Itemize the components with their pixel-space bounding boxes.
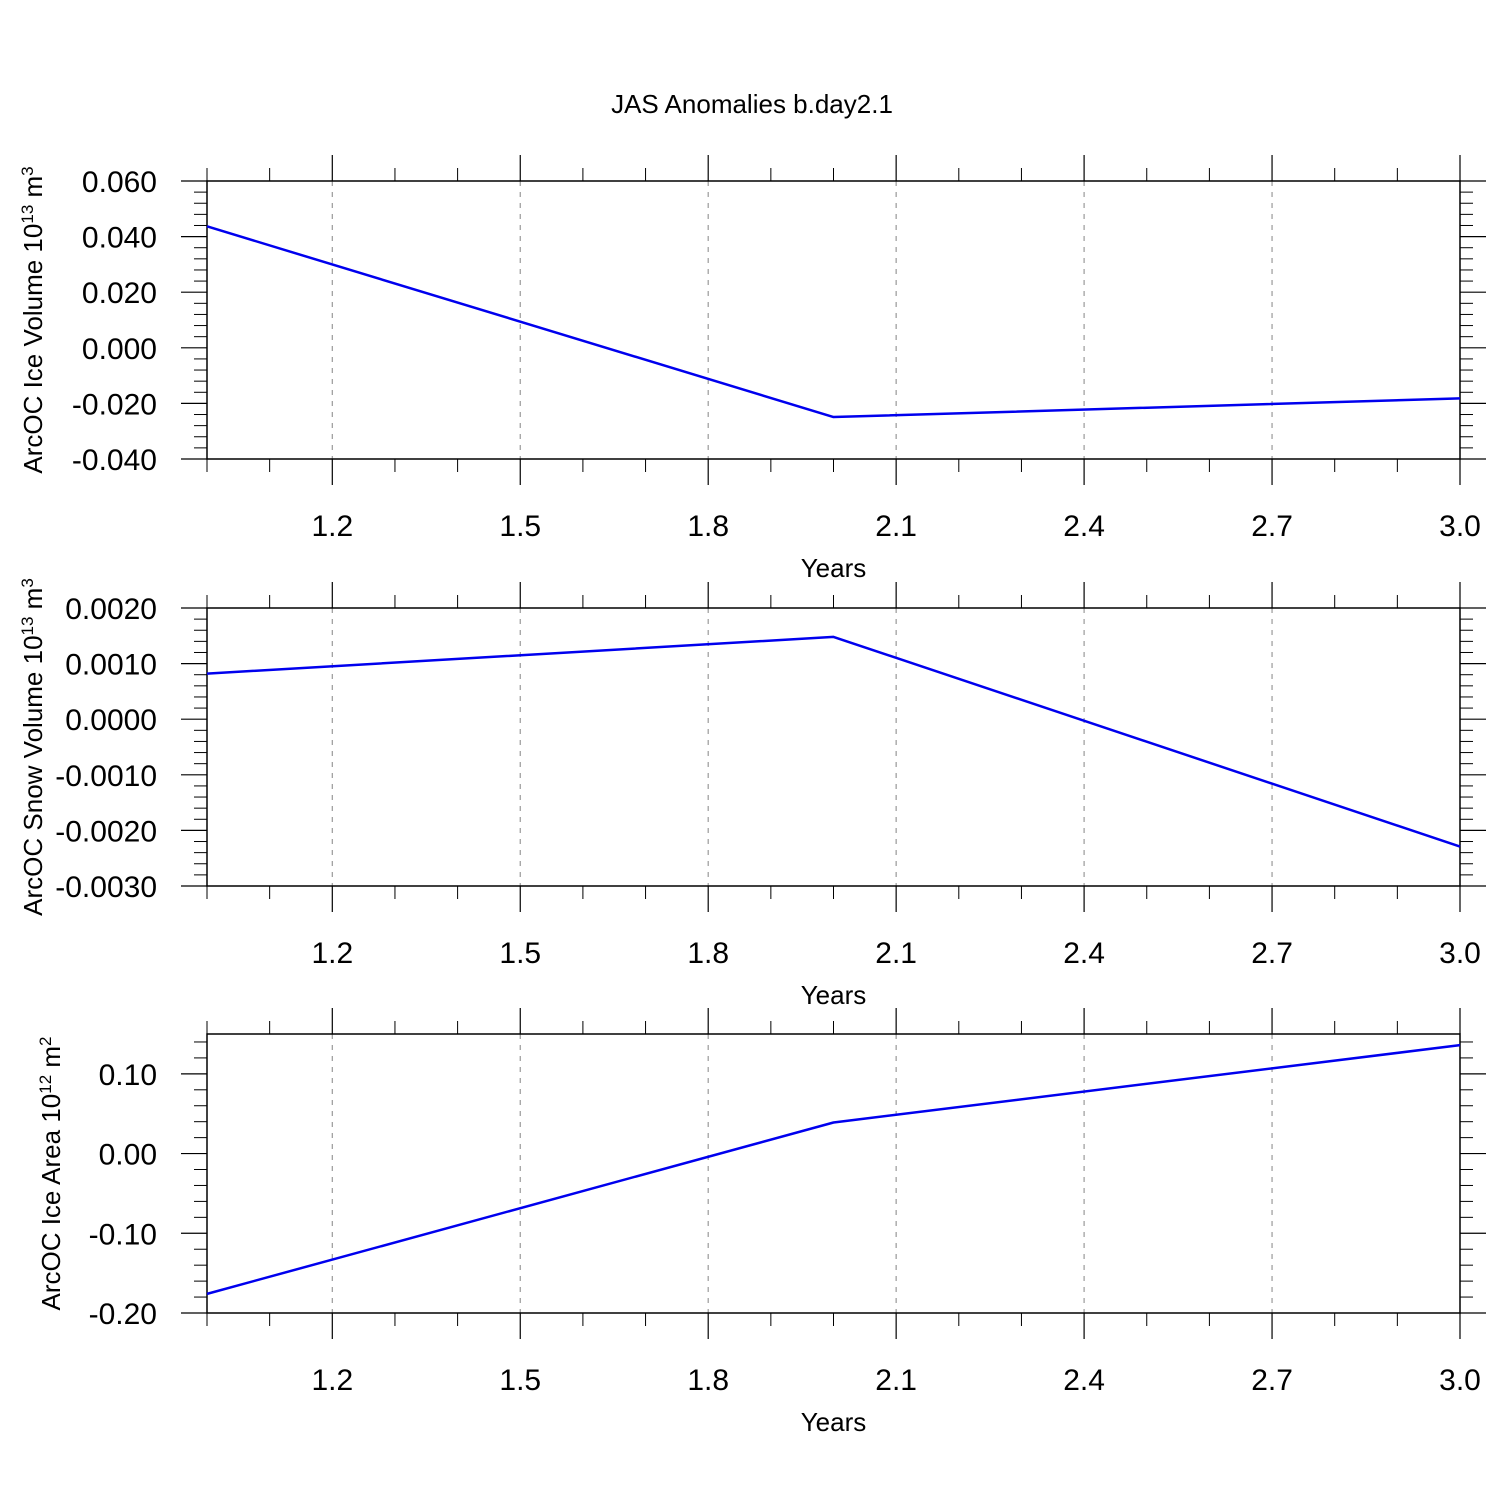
y-tick-label: 0.040 [82,222,157,255]
y-axis-label-superscript: 2 [36,1036,55,1045]
x-tick-label: 1.8 [687,1364,729,1397]
x-tick-label: 1.5 [499,510,541,543]
series-line [206,635,1461,848]
x-tick-label: 1.5 [499,937,541,970]
series-line [206,225,1461,419]
chart-title: JAS Anomalies b.day2.1 [611,89,893,119]
x-tick-label: 1.5 [499,1364,541,1397]
y-axis-label-superscript: 13 [18,205,37,224]
y-axis-label-superscript: 13 [18,617,37,636]
x-tick-label: 3.0 [1439,1364,1481,1397]
y-axis-label-part: m [18,588,48,617]
y-tick-label: -0.20 [89,1298,157,1331]
x-tick-label: 2.1 [875,937,917,970]
y-axis-label-part: ArcOC Ice Volume 10 [18,224,48,474]
y-tick-label: 0.10 [99,1059,157,1092]
y-tick-label: -0.0010 [55,760,157,793]
y-axis-label-part: m [36,1046,66,1075]
x-axis-label: Years [801,1407,867,1437]
panel-2: 1.2 1.5 1.8 2.1 2.4 2.7 3.0 -0.0030 -0.0020 -0.00… [18,578,1486,1010]
x-tick-label: 3.0 [1439,937,1481,970]
x-tick-label: 1.8 [687,510,729,543]
x-tick-label: 2.7 [1251,937,1293,970]
y-tick-label: 0.0010 [65,649,157,682]
x-tick-label: 2.4 [1063,510,1105,543]
panel-3: 1.2 1.5 1.8 2.1 2.4 2.7 3.0 -0.20 -0.10 0.00 0.10 Y… [36,1008,1486,1437]
y-axis-label: ArcOC Ice Area 1012 m2 [36,1036,67,1310]
y-tick-label: 0.020 [82,277,157,310]
y-tick-label: 0.0000 [65,704,157,737]
x-tick-label: 2.1 [875,510,917,543]
panel-1: 1.2 1.5 1.8 2.1 2.4 2.7 3.0 -0.040 -0.020 0.000 0.… [18,155,1486,583]
y-axis-label-part: ArcOC Ice Area 10 [36,1094,66,1311]
y-tick-label: -0.0030 [55,871,157,904]
y-axis-label-superscript: 3 [18,166,37,175]
x-tick-label: 2.4 [1063,937,1105,970]
x-tick-label: 3.0 [1439,510,1481,543]
x-tick-label: 2.4 [1063,1364,1105,1397]
y-axis-label: ArcOC Ice Volume 1013 m3 [18,166,49,473]
y-tick-label: 0.0020 [65,593,157,626]
plot-frame [206,607,1461,887]
y-axis-label-part: m [18,176,48,205]
x-tick-label: 2.1 [875,1364,917,1397]
x-axis-label: Years [801,553,867,583]
y-axis-label: ArcOC Snow Volume 1013 m3 [18,578,49,916]
y-axis-label-superscript: 12 [36,1075,55,1094]
y-tick-label: -0.020 [72,388,157,421]
plot-frame [206,180,1461,460]
series-line [206,1043,1461,1296]
y-tick-label: -0.040 [72,444,157,477]
x-axis-label: Years [801,980,867,1010]
y-tick-label: 0.00 [99,1139,157,1172]
y-tick-label: -0.10 [89,1218,157,1251]
x-tick-label: 1.2 [311,937,353,970]
x-tick-label: 1.2 [311,1364,353,1397]
x-tick-label: 1.8 [687,937,729,970]
x-tick-label: 1.2 [311,510,353,543]
x-tick-label: 2.7 [1251,510,1293,543]
plot-frame [206,1033,1461,1314]
y-axis-label-part: ArcOC Snow Volume 10 [18,635,48,915]
y-tick-label: 0.060 [82,166,157,199]
y-tick-label: 0.000 [82,333,157,366]
x-tick-label: 2.7 [1251,1364,1293,1397]
y-axis-label-superscript: 3 [18,578,37,587]
y-tick-label: -0.0020 [55,815,157,848]
